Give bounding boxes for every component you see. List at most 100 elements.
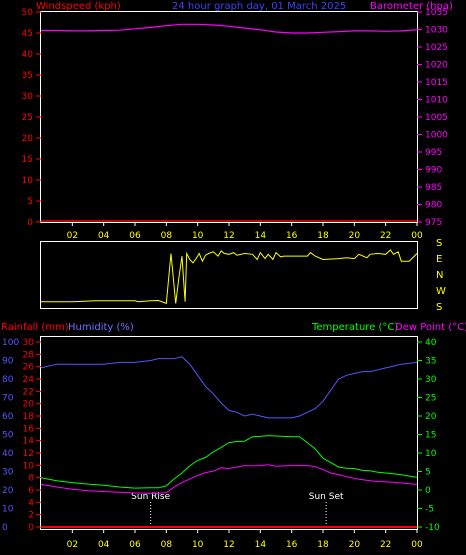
wind-direction-frame [40,241,418,309]
temperature-tick-label: 20 [425,412,437,422]
temperature-tick-label: 30 [425,375,437,385]
wind-baro-frame [40,11,418,223]
hour-label: 08 [161,231,173,241]
hour-label: 06 [129,231,141,241]
barometer-tick-label: 1035 [425,8,448,18]
rainfall-tick-label: 10 [23,461,35,471]
temperature-tick-label: 35 [425,357,436,367]
rainfall-tick-label: 30 [23,338,35,348]
windspeed-tick-label: 15 [22,155,33,165]
rainfall-tick-label: 8 [28,474,34,484]
humidity-tick-label: 60 [2,412,14,422]
hour-label: 16 [286,540,298,550]
barometer-tick-label: 980 [425,201,442,211]
rainfall-tick-label: 4 [28,498,34,508]
temperature-tick-label: 5 [425,468,431,478]
hour-label: 12 [223,231,234,241]
windspeed-tick-label: 50 [22,8,34,18]
direction-label: N [436,270,443,281]
temperature-tick-label: 40 [425,338,437,348]
hour-label: 10 [192,231,204,241]
humidity-tick-label: 0 [2,523,8,533]
windspeed-tick-label: 20 [22,134,34,144]
barometer-tick-label: 1015 [425,78,448,88]
hour-label: 20 [349,540,361,550]
windspeed-tick-label: 25 [22,113,33,123]
barometer-tick-label: 990 [425,166,442,176]
sun-marker-label: Sun Rise [131,492,170,502]
direction-label: S [436,302,442,313]
graph-title: 24 hour graph day, 01 March 2025 [172,1,346,12]
rainfall-tick-label: 22 [23,387,34,397]
humidity-tick-label: 70 [2,394,14,404]
temperature-line [40,435,418,489]
humidity-axis-label: Humidity (%) [68,322,134,333]
temperature-tick-label: -5 [425,505,434,515]
hour-label: 02 [67,231,78,241]
humidity-line [40,356,418,419]
hour-label: 00 [411,540,423,550]
wind-direction-line [41,249,418,305]
windspeed-tick-label: 5 [27,197,33,207]
rainfall-tick-label: 28 [23,350,35,360]
rainfall-tick-label: 16 [23,424,35,434]
humidity-tick-label: 50 [2,431,14,441]
hour-label: 10 [192,540,204,550]
rain-hum-temp-frame [40,336,418,530]
wind-baro-plot: 0510152025303540455097598098599099510001… [22,8,449,241]
humidity-tick-label: 10 [2,505,14,515]
barometer-tick-label: 1005 [425,113,448,123]
windspeed-tick-label: 40 [22,50,34,60]
humidity-tick-label: 100 [2,338,19,348]
barometer-tick-label: 1010 [425,96,448,106]
temperature-tick-label: 25 [425,394,436,404]
temperature-axis-label: Temperature (°C) [311,322,398,333]
hour-label: 20 [349,231,361,241]
barometer-tick-label: 1030 [425,26,448,36]
sun-marker-label: Sun Set [309,492,344,502]
hour-label: 06 [129,540,141,550]
temperature-tick-label: 15 [425,431,436,441]
rainfall-tick-label: 24 [23,375,35,385]
hour-label: 04 [98,231,110,241]
windspeed-tick-label: 10 [22,176,34,186]
barometer-tick-label: 1020 [425,61,448,71]
hour-label: 00 [411,231,423,241]
rainfall-tick-label: 6 [28,486,34,496]
rainfall-tick-label: 0 [28,523,34,533]
rainfall-axis-label: Rainfall (mm) [1,322,69,333]
windspeed-tick-label: 35 [22,71,33,81]
barometer-tick-label: 985 [425,183,442,193]
humidity-tick-label: 90 [2,357,14,367]
barometer-tick-label: 975 [425,218,442,228]
rainfall-tick-label: 14 [23,437,35,447]
hour-label: 14 [255,231,267,241]
windspeed-tick-label: 30 [22,92,34,102]
rain-hum-temp-plot: 0102030405060708090100024681012141618202… [2,338,440,550]
temperature-tick-label: -10 [425,523,440,533]
hour-label: 08 [161,540,173,550]
windspeed-tick-label: 0 [27,218,33,228]
hour-label: 22 [380,231,391,241]
rainfall-tick-label: 2 [28,511,34,521]
rainfall-tick-label: 26 [23,363,35,373]
hour-label: 16 [286,231,298,241]
rainfall-tick-label: 20 [23,400,35,410]
direction-label: S [436,238,442,249]
rainfall-tick-label: 12 [23,449,34,459]
rainfall-tick-label: 18 [23,412,35,422]
hour-label: 04 [98,540,110,550]
temperature-tick-label: 0 [425,486,431,496]
humidity-tick-label: 20 [2,486,14,496]
barometer-line [41,23,418,34]
barometer-tick-label: 1025 [425,43,448,53]
humidity-tick-label: 80 [2,375,14,385]
hour-label: 12 [223,540,234,550]
dewpoint-line [40,464,418,494]
hour-label: 02 [67,540,78,550]
barometer-tick-label: 995 [425,148,442,158]
direction-label: E [436,254,442,265]
hour-label: 22 [380,540,391,550]
